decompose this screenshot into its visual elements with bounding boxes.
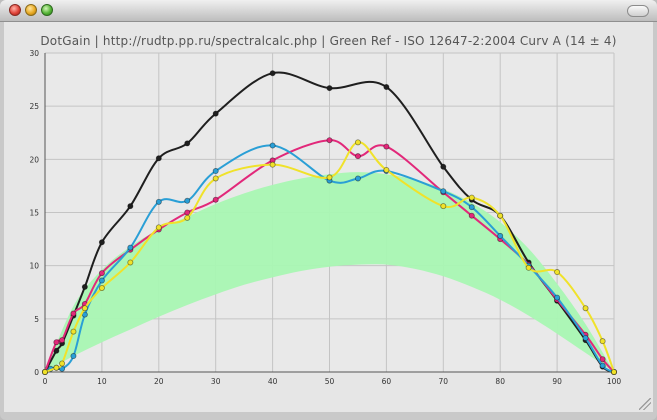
data-point	[269, 161, 276, 168]
close-window-icon[interactable]	[9, 4, 21, 16]
data-point	[155, 224, 162, 231]
data-point	[184, 209, 191, 216]
data-point	[212, 196, 219, 203]
data-point	[127, 259, 134, 266]
data-point	[468, 212, 475, 219]
data-point	[70, 310, 77, 317]
x-tick-label: 60	[382, 377, 392, 386]
series-line	[44, 141, 615, 373]
x-tick-label: 100	[607, 377, 622, 386]
x-tick-label: 10	[97, 377, 107, 386]
data-point	[81, 305, 88, 312]
data-point	[599, 362, 606, 369]
data-point	[354, 175, 361, 182]
x-tick-label: 40	[268, 377, 278, 386]
data-point	[611, 368, 618, 375]
data-point	[184, 140, 191, 147]
data-point	[269, 142, 276, 149]
x-tick-label: 0	[43, 377, 48, 386]
data-point	[155, 155, 162, 162]
data-point	[98, 284, 105, 291]
data-point	[383, 166, 390, 173]
tolerance-band	[45, 172, 614, 372]
data-point	[440, 188, 447, 195]
data-point	[81, 283, 88, 290]
data-point	[383, 143, 390, 150]
data-point	[326, 85, 333, 92]
data-point	[98, 277, 105, 284]
x-tick-label: 50	[325, 377, 335, 386]
data-point	[212, 110, 219, 117]
series-3	[42, 139, 618, 375]
y-tick-label: 5	[34, 315, 39, 324]
toolbar-toggle-button[interactable]	[627, 5, 649, 17]
data-point	[70, 328, 77, 335]
zoom-window-icon[interactable]	[41, 4, 53, 16]
y-tick-label: 0	[34, 368, 39, 377]
data-point	[440, 203, 447, 210]
dotgain-chart: 0 10 20 30 40 50 60 70 80 90 100 0 5 10 15 20 25 30	[29, 49, 622, 386]
data-point	[127, 203, 134, 210]
x-tick-label: 30	[211, 377, 221, 386]
data-point	[354, 153, 361, 160]
y-tick-label: 10	[29, 262, 39, 271]
y-tick-label: 15	[29, 209, 39, 218]
data-point	[554, 269, 561, 276]
data-point	[98, 239, 105, 246]
data-point	[354, 139, 361, 146]
data-point	[70, 353, 77, 360]
data-point	[59, 337, 66, 344]
x-tick-label: 70	[439, 377, 449, 386]
chart-title: DotGain | http://rudtp.pp.ru/spectralcal…	[40, 34, 617, 48]
data-point	[269, 70, 276, 77]
x-tick-label: 20	[154, 377, 164, 386]
data-point	[42, 368, 49, 375]
chart-area: DotGain | http://rudtp.pp.ru/spectralcal…	[4, 22, 653, 412]
data-point	[383, 84, 390, 91]
data-point	[468, 194, 475, 201]
data-point	[468, 204, 475, 211]
minimize-window-icon[interactable]	[25, 4, 37, 16]
data-point	[554, 294, 561, 301]
data-point	[155, 198, 162, 205]
data-point	[599, 356, 606, 363]
y-tick-label: 20	[29, 155, 39, 164]
y-tick-label: 25	[29, 102, 39, 111]
data-point	[440, 163, 447, 170]
x-tick-label: 90	[552, 377, 562, 386]
data-point	[59, 360, 66, 367]
data-point	[184, 197, 191, 204]
data-point	[184, 214, 191, 221]
data-point	[525, 264, 532, 271]
data-point	[326, 137, 333, 144]
data-point	[497, 212, 504, 219]
data-point	[582, 305, 589, 312]
data-point	[326, 174, 333, 181]
data-point	[212, 168, 219, 175]
data-point	[127, 244, 134, 251]
window-titlebar	[0, 0, 657, 22]
data-point	[59, 365, 66, 372]
data-point	[582, 334, 589, 341]
x-tick-label: 80	[495, 377, 505, 386]
data-point	[53, 364, 60, 371]
y-tick-label: 30	[29, 49, 39, 58]
data-point	[599, 338, 606, 345]
data-point	[98, 270, 105, 277]
data-point	[212, 175, 219, 182]
data-point	[497, 232, 504, 239]
data-point	[53, 339, 60, 346]
resize-grip-icon[interactable]	[639, 398, 651, 410]
